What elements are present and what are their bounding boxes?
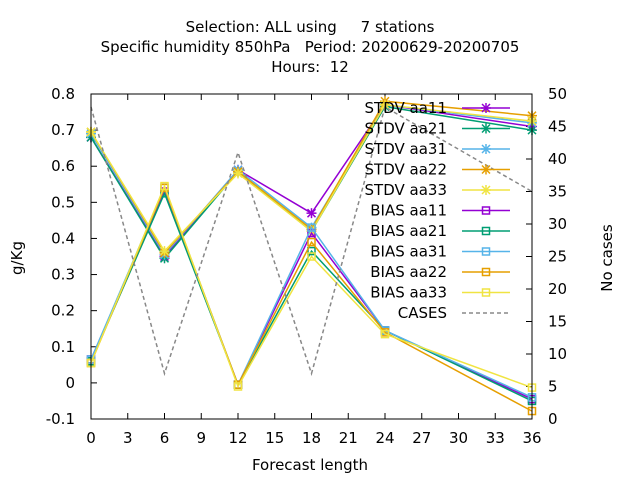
x-tick-label: 36: [522, 429, 541, 447]
legend-label: BIAS aa31: [370, 243, 447, 261]
legend-marker: [481, 206, 491, 215]
y2-tick-label: 30: [548, 215, 567, 233]
legend-label: STDV aa22: [365, 161, 447, 179]
legend-marker: [481, 164, 491, 175]
legend-marker: [481, 267, 491, 277]
x-tick-label: 24: [375, 429, 394, 447]
legend-marker: [481, 288, 491, 297]
y2-tick-label: 50: [548, 85, 567, 103]
series-line: [90, 105, 533, 377]
x-tick-label: 9: [196, 429, 206, 447]
y-tick-label: 0.5: [51, 193, 75, 211]
y-tick-label: 0.7: [51, 121, 75, 139]
y-tick-label: 0.2: [51, 302, 75, 320]
series-line: [90, 184, 533, 389]
data-point: [306, 208, 317, 219]
data-point: [307, 223, 316, 232]
data-point: [380, 329, 390, 339]
y-tick-label: 0.1: [51, 338, 75, 356]
legend-label: STDV aa31: [365, 140, 447, 158]
legend-marker: [481, 226, 491, 236]
x-tick-label: 0: [86, 429, 96, 447]
y2-tick-label: 0: [548, 410, 558, 428]
legend-label: BIAS aa33: [370, 284, 447, 302]
legend-label: STDV aa21: [365, 120, 447, 138]
data-point: [233, 168, 243, 179]
y2-tick-label: 45: [548, 118, 567, 136]
y-tick-label: 0.3: [51, 266, 75, 284]
y2-tick-label: 5: [548, 378, 558, 396]
y-tick-label: 0: [65, 374, 75, 392]
x-tick-label: 33: [486, 429, 505, 447]
y-tick-label: 0.8: [51, 85, 75, 103]
x-tick-label: 27: [412, 429, 431, 447]
legend-label: CASES: [398, 304, 447, 322]
series-line: [90, 100, 533, 255]
series-line: [90, 185, 533, 412]
y2-tick-label: 10: [548, 345, 567, 363]
x-tick-label: 18: [302, 429, 321, 447]
legend-marker: [481, 185, 491, 195]
chart-title-line-2: Specific humidity 850hPa Period: 2020062…: [101, 38, 520, 56]
legend-label: STDV aa11: [365, 99, 447, 117]
data-point: [233, 382, 243, 391]
data-point: [307, 246, 316, 256]
y-tick-label: 0.4: [51, 229, 75, 247]
chart-title-line-1: Selection: ALL using 7 stations: [186, 18, 435, 36]
legend-label: BIAS aa22: [370, 263, 447, 281]
legend-marker: [481, 123, 491, 134]
legend-marker: [481, 103, 491, 113]
data-point: [307, 237, 316, 247]
data-point: [160, 181, 169, 191]
x-tick-label: 15: [265, 429, 284, 447]
y2-tick-label: 25: [548, 248, 567, 266]
chart-title-line-3: Hours: 12: [271, 58, 349, 76]
legend-label: STDV aa33: [365, 181, 447, 199]
y-tick-label: -0.1: [46, 410, 75, 428]
plot-border: [90, 93, 533, 420]
y2-tick-label: 40: [548, 150, 567, 168]
series-line: [90, 104, 533, 253]
legend-label: BIAS aa11: [370, 202, 447, 220]
data-point: [159, 246, 170, 257]
legend: STDV aa11 STDV aa21 STDV aa31 STDV aa22 STDV…: [365, 99, 510, 322]
legend-marker: [481, 247, 491, 256]
data-point: [307, 252, 316, 261]
legend-label: BIAS aa21: [370, 222, 447, 240]
x-tick-label: 30: [449, 429, 468, 447]
legend-marker: [481, 144, 491, 154]
y2-axis-label: No cases: [598, 224, 616, 292]
x-axis-label: Forecast length: [252, 456, 368, 474]
x-tick-label: 3: [123, 429, 133, 447]
x-tick-label: 6: [160, 429, 170, 447]
plot-area: 0 3 6 9 12 15 18 21 24 27 30 33 36-0.100.10.20.30.40…: [46, 85, 567, 447]
x-tick-label: 12: [228, 429, 247, 447]
y2-tick-label: 35: [548, 183, 567, 201]
y2-tick-label: 15: [548, 313, 567, 331]
y-tick-label: 0.6: [51, 157, 75, 175]
y2-tick-label: 20: [548, 280, 567, 298]
y-axis-label: g/Kg: [8, 241, 26, 275]
x-tick-label: 21: [339, 429, 358, 447]
